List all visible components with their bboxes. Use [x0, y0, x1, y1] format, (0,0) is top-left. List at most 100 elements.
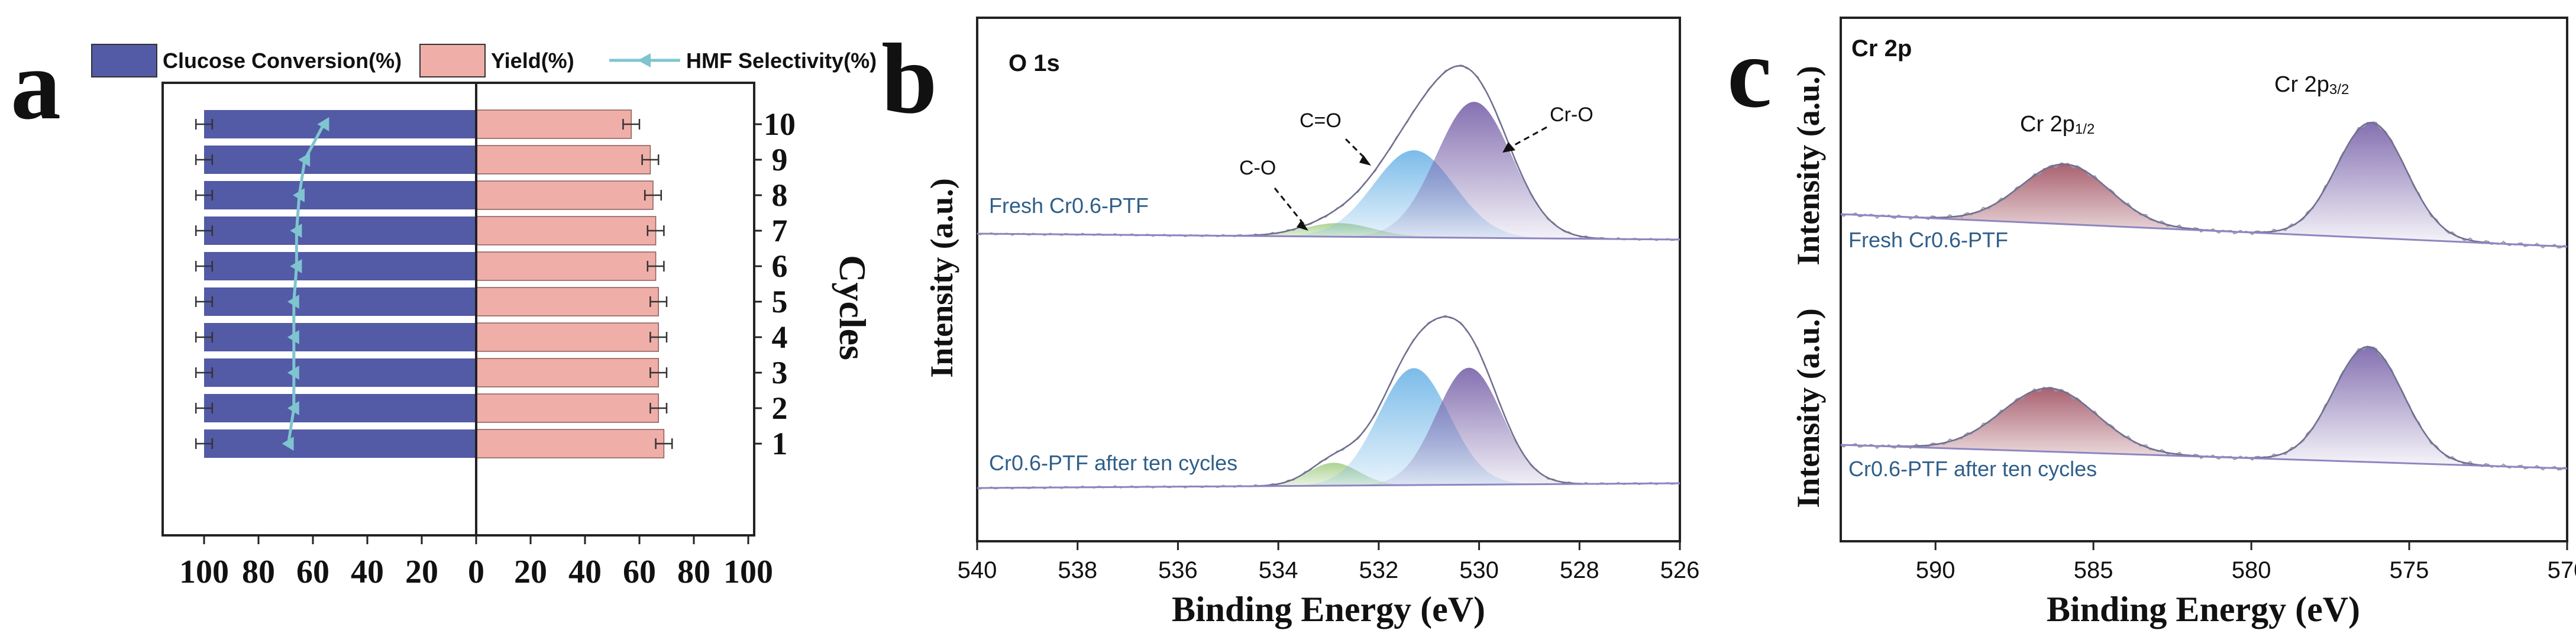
x-tick-label: 575: [2390, 557, 2429, 583]
selectivity-marker: [298, 153, 311, 167]
x-tick-label: 40: [351, 554, 384, 590]
bar-conversion: [204, 394, 476, 422]
x-tick-label: 590: [1916, 557, 1956, 583]
bars-a: [195, 83, 673, 535]
selectivity-marker: [290, 259, 302, 273]
x-ticks-c: 590 585 580 575 570: [1916, 541, 2576, 583]
selectivity-marker: [290, 224, 302, 238]
fit-peak: [977, 102, 1680, 240]
bar-yield: [476, 393, 659, 423]
background-line: [1840, 213, 2568, 248]
axes-frame-a: [161, 82, 755, 537]
selectivity-marker: [287, 366, 299, 380]
errorbar-yield: [647, 261, 665, 272]
background-line: [977, 232, 1680, 241]
x-tick-label: 526: [1660, 557, 1700, 583]
y-tick-label: 3: [772, 355, 788, 390]
x-tick-label: 538: [1058, 557, 1097, 583]
bar-conversion: [204, 217, 476, 245]
x-tick-label: 580: [2232, 557, 2271, 583]
arrowhead-cr-o: [1502, 142, 1515, 153]
background-line: [1840, 444, 2568, 470]
legend-swatch-yield: [419, 44, 486, 77]
peak-label-cr-o: Cr-O: [1550, 104, 1594, 126]
y-axis-label-b: Intensity (a.u.): [924, 178, 959, 378]
panel-letter-a: a: [11, 29, 61, 140]
bar-conversion: [204, 323, 476, 351]
background-line: [977, 482, 1680, 489]
y-axis-label-a: Cycles: [832, 255, 874, 360]
x-tick-label: 40: [568, 554, 602, 590]
y-tick-label: 7: [772, 213, 788, 248]
fit-peak: [977, 367, 1680, 488]
errorbar-yield: [647, 225, 665, 236]
selectivity-marker: [287, 330, 299, 344]
fit-peak: [1841, 388, 2567, 468]
errorbar-conversion: [195, 225, 214, 236]
bar-yield: [476, 322, 659, 352]
bar-yield: [476, 216, 657, 245]
sample-label-fresh-b: Fresh Cr0.6-PTF: [989, 193, 1149, 218]
curves-c: [1840, 121, 2568, 471]
y-tick-label: 1: [772, 426, 788, 461]
bar-yield: [476, 429, 665, 458]
x-tick-label: 528: [1560, 557, 1599, 583]
errorbar-yield: [641, 154, 660, 165]
y-tick-label: 4: [772, 319, 788, 355]
x-ticks-b: 540 538 536 534 532 530 528 526: [958, 541, 1700, 583]
bar-conversion: [204, 358, 476, 387]
x-ticks-a: 100 80 60 40 20 0 20 40 60 80 100: [179, 535, 773, 590]
sample-label-cycled-b: Cr0.6-PTF after ten cycles: [989, 451, 1237, 475]
y-axis-label-c-bottom: Intensity (a.u.): [1790, 308, 1826, 508]
arrowhead-c-double-o: [1359, 155, 1371, 166]
y-tick-label: 6: [772, 248, 788, 284]
fit-envelope: [1840, 345, 2568, 470]
errorbar-yield: [644, 190, 662, 201]
errorbar-conversion: [195, 367, 214, 378]
raw-spectrum: [1840, 345, 2568, 471]
panel-b: b O 1s 540 538 536 534 532 530 528 526 Fresh Cr…: [881, 17, 1700, 629]
bar-yield: [476, 145, 651, 175]
x-tick-label: 100: [179, 554, 229, 590]
errorbar-conversion: [195, 190, 214, 201]
peak-label-cr2p32-sub: 3/2: [2329, 82, 2349, 98]
bar-yield: [476, 251, 657, 281]
errorbar-yield: [649, 403, 668, 413]
x-tick-label: 100: [723, 554, 773, 590]
legend-label-yield: Yield(%): [491, 49, 574, 73]
selectivity-marker: [293, 188, 305, 202]
x-tick-label: 80: [677, 554, 710, 590]
selectivity-marker: [317, 117, 329, 131]
panel-a: a Clucose Conversion(%) Yield(%) HMF Sel…: [11, 29, 877, 590]
legend-label-conversion: Clucose Conversion(%): [163, 49, 402, 73]
peak-label-c-o: C-O: [1239, 157, 1276, 179]
errorbar-yield: [622, 119, 641, 130]
arrowhead-c-o: [1297, 220, 1308, 231]
y-tick-label: 2: [772, 390, 788, 426]
x-tick-label: 0: [468, 554, 484, 590]
x-tick-label: 20: [405, 554, 438, 590]
arrow-cr-o: [1511, 126, 1547, 148]
errorbar-conversion: [195, 332, 214, 342]
selectivity-marker: [282, 437, 294, 451]
errorbar-yield: [649, 367, 668, 378]
x-tick-label: 570: [2548, 557, 2576, 583]
arrow-c-o: [1274, 188, 1305, 225]
peak-label-cr2p32-main: Cr 2p: [2274, 72, 2329, 97]
bar-yield: [476, 287, 659, 316]
chart-title-b: O 1s: [1009, 50, 1060, 76]
bar-conversion: [204, 252, 476, 280]
chart-title-c: Cr 2p: [1851, 35, 1912, 62]
y-tick-label: 8: [772, 177, 788, 213]
errorbar-conversion: [195, 154, 214, 165]
errorbar-yield: [649, 332, 668, 342]
x-tick-label: 60: [623, 554, 656, 590]
x-tick-label: 530: [1459, 557, 1499, 583]
errorbar-conversion: [195, 438, 214, 449]
peak-label-cr2p12-main: Cr 2p: [2020, 112, 2075, 137]
errorbar-conversion: [195, 296, 214, 307]
x-tick-label: 80: [242, 554, 275, 590]
legend-a: Clucose Conversion(%) Yield(%) HMF Selec…: [91, 44, 877, 77]
bar-conversion: [204, 287, 476, 316]
fit-peak: [1841, 347, 2567, 468]
